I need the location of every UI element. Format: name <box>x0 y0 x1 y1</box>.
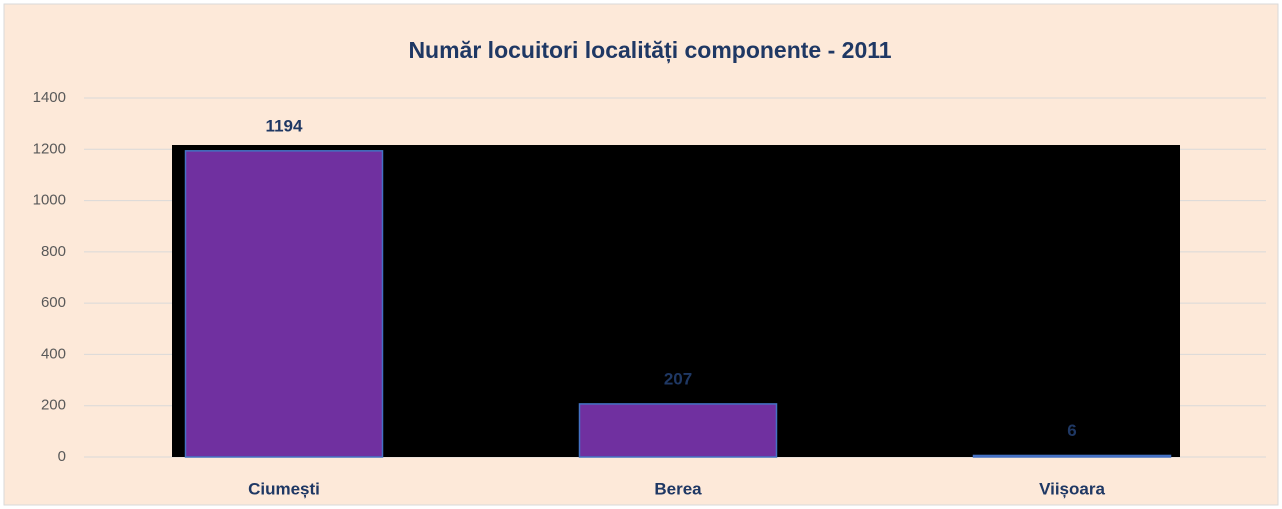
data-label: 207 <box>664 369 692 388</box>
x-tick-label: Viișoara <box>1039 479 1105 498</box>
data-label: 6 <box>1067 421 1076 440</box>
y-tick-label: 1400 <box>33 89 66 106</box>
x-tick-label: Berea <box>654 479 702 498</box>
data-label: 1194 <box>266 116 303 135</box>
bar <box>184 150 384 458</box>
y-tick-label: 0 <box>58 448 66 465</box>
y-tick-label: 600 <box>41 294 66 311</box>
y-tick-label: 800 <box>41 243 66 260</box>
y-tick-label: 1000 <box>33 192 66 209</box>
y-tick-label: 200 <box>41 397 66 414</box>
bar <box>972 454 1172 458</box>
y-tick-label: 1200 <box>33 140 66 157</box>
bar <box>578 403 778 458</box>
chart-title: Număr locuitori localități componente - … <box>408 37 891 64</box>
y-tick-label: 400 <box>41 345 66 362</box>
x-tick-label: Ciumești <box>248 479 320 498</box>
